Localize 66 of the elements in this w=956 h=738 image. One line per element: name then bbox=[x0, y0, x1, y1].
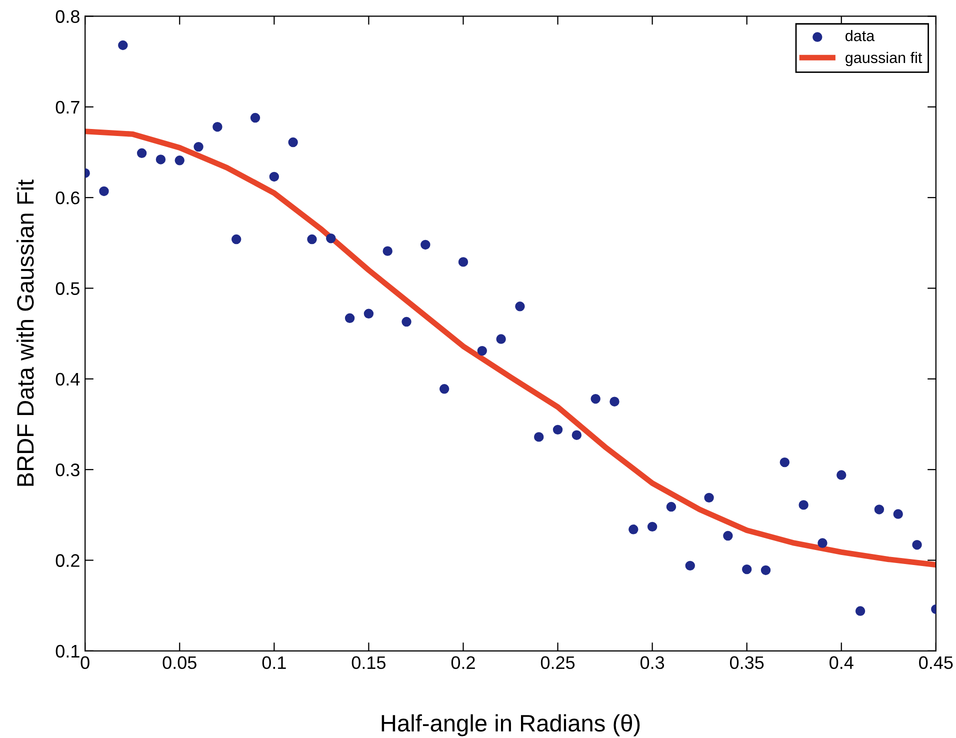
x-tick-label: 0.35 bbox=[730, 656, 764, 670]
point bbox=[912, 540, 922, 550]
point bbox=[326, 234, 336, 244]
point bbox=[402, 316, 412, 327]
y-tick-label: 0.7 bbox=[56, 100, 80, 114]
x-tick-label: 0.4 bbox=[830, 656, 854, 670]
point bbox=[515, 302, 525, 312]
point bbox=[458, 257, 468, 267]
point bbox=[628, 524, 638, 534]
point bbox=[552, 424, 563, 435]
point bbox=[288, 137, 298, 148]
point bbox=[477, 346, 488, 356]
x-tick-label: 0.3 bbox=[640, 656, 664, 670]
point bbox=[174, 156, 184, 166]
point bbox=[893, 509, 903, 519]
point bbox=[269, 172, 280, 182]
point bbox=[496, 334, 506, 344]
point bbox=[534, 432, 544, 442]
point bbox=[780, 457, 790, 468]
point bbox=[231, 234, 242, 244]
legend-label: gaussian fit bbox=[846, 52, 922, 66]
point bbox=[818, 538, 828, 548]
y-tick-label: 0.8 bbox=[56, 10, 80, 23]
point bbox=[420, 240, 430, 250]
point bbox=[344, 313, 355, 324]
y-tick-label: 0.1 bbox=[56, 644, 80, 658]
point bbox=[590, 394, 600, 404]
point bbox=[723, 530, 733, 541]
y-tick-label: 0.6 bbox=[56, 192, 80, 204]
legend-label: data bbox=[846, 30, 875, 42]
y-tick-label: 0.4 bbox=[56, 372, 80, 386]
y-tick-label: 0.2 bbox=[56, 554, 80, 567]
x-tick-label: 0.2 bbox=[451, 656, 475, 670]
point bbox=[572, 430, 582, 440]
point bbox=[666, 502, 676, 512]
point bbox=[647, 522, 658, 532]
point bbox=[874, 504, 884, 514]
x-tick-label: 0 bbox=[80, 656, 90, 670]
x-tick-label: 0.25 bbox=[540, 656, 575, 670]
point bbox=[307, 234, 317, 244]
y-tick-label: 0.5 bbox=[56, 282, 80, 295]
point bbox=[212, 122, 222, 132]
x-tick-label: 0.15 bbox=[352, 656, 386, 670]
x-tick-label: 0.1 bbox=[262, 656, 286, 670]
point bbox=[685, 560, 695, 571]
point bbox=[836, 470, 846, 480]
point bbox=[194, 142, 204, 152]
point bbox=[610, 396, 620, 406]
point bbox=[364, 308, 374, 318]
point bbox=[742, 564, 752, 574]
point bbox=[382, 246, 392, 256]
point bbox=[798, 500, 808, 510]
point bbox=[136, 148, 147, 158]
point bbox=[250, 112, 260, 123]
x-tick-label: 0.45 bbox=[919, 656, 953, 670]
x-tick-label: 0.05 bbox=[162, 656, 196, 670]
point bbox=[156, 154, 166, 164]
point bbox=[855, 606, 866, 616]
x-axis-title: Half-angle in Radians (θ) bbox=[382, 714, 640, 736]
point bbox=[704, 492, 714, 503]
point bbox=[439, 384, 450, 394]
point bbox=[118, 40, 128, 50]
point bbox=[99, 186, 109, 196]
y-axis-title: BRDF Data with Gaussian Fit bbox=[16, 180, 34, 486]
y-tick-label: 0.3 bbox=[56, 464, 80, 476]
point bbox=[760, 565, 771, 576]
